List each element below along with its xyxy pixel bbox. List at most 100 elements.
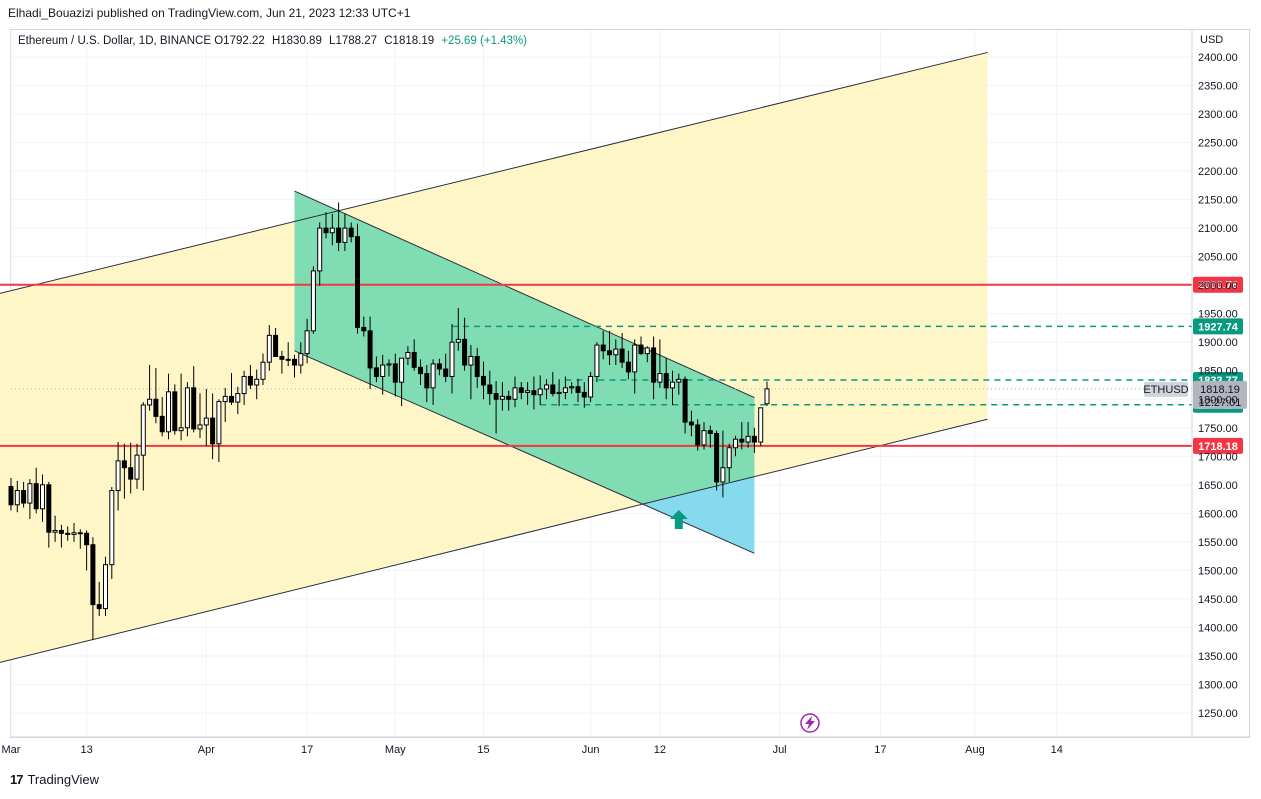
candle[interactable] [336, 202, 342, 251]
candle[interactable] [651, 336, 657, 400]
candle[interactable] [550, 371, 556, 397]
candle[interactable] [342, 213, 348, 251]
candle[interactable] [310, 266, 316, 334]
candle[interactable] [430, 359, 436, 405]
candle[interactable] [745, 422, 751, 448]
candle[interactable] [65, 526, 71, 541]
candle[interactable] [166, 373, 171, 440]
candle[interactable] [121, 443, 127, 499]
candle[interactable] [493, 381, 499, 434]
footer-brand[interactable]: 17 TradingView [10, 772, 99, 787]
candle[interactable] [562, 376, 568, 400]
candle[interactable] [638, 336, 644, 355]
candle[interactable] [292, 354, 297, 378]
candle[interactable] [720, 430, 726, 498]
candle[interactable] [701, 422, 707, 450]
candle[interactable] [657, 339, 663, 388]
candle[interactable] [594, 342, 600, 383]
candle[interactable] [90, 537, 96, 640]
candle[interactable] [191, 366, 197, 433]
candle[interactable] [468, 345, 474, 400]
candle[interactable] [178, 373, 184, 441]
candle[interactable] [103, 556, 108, 617]
candle[interactable] [581, 382, 587, 408]
candle[interactable] [436, 358, 442, 376]
candle[interactable] [361, 316, 367, 337]
candle[interactable] [134, 443, 140, 489]
candle[interactable] [607, 330, 612, 366]
candle[interactable] [285, 342, 291, 367]
candle[interactable] [222, 387, 228, 423]
candle[interactable] [474, 347, 480, 388]
candle[interactable] [487, 370, 493, 405]
candle[interactable] [329, 213, 335, 246]
candle[interactable] [172, 384, 178, 435]
candle[interactable] [588, 371, 594, 403]
candle[interactable] [304, 318, 310, 364]
candle[interactable] [537, 375, 543, 405]
candle[interactable] [279, 350, 285, 374]
candle[interactable] [688, 410, 694, 437]
candle[interactable] [758, 407, 764, 447]
candle[interactable] [27, 479, 33, 520]
candle[interactable] [380, 354, 386, 395]
candle[interactable] [140, 402, 146, 491]
candle[interactable] [462, 317, 468, 371]
candle[interactable] [147, 365, 153, 411]
candle[interactable] [298, 342, 304, 374]
candle[interactable] [556, 379, 562, 407]
candle[interactable] [707, 425, 713, 448]
candle[interactable] [46, 481, 52, 548]
candle[interactable] [644, 346, 650, 363]
candle[interactable] [613, 339, 619, 366]
candle[interactable] [21, 481, 27, 508]
candle[interactable] [405, 346, 411, 366]
candle[interactable] [367, 316, 373, 389]
candle[interactable] [751, 427, 757, 453]
candle[interactable] [726, 443, 732, 482]
candle[interactable] [569, 382, 575, 394]
candle[interactable] [411, 339, 417, 371]
candle[interactable] [764, 381, 770, 406]
candle[interactable] [481, 361, 486, 400]
candle[interactable] [663, 358, 669, 400]
candle[interactable] [203, 388, 209, 447]
candle[interactable] [96, 581, 102, 617]
candle[interactable] [499, 382, 505, 411]
candle[interactable] [682, 376, 688, 434]
candle[interactable] [84, 530, 90, 571]
candle[interactable] [254, 369, 260, 400]
candle[interactable] [323, 212, 329, 239]
candle[interactable] [58, 524, 64, 548]
candle[interactable] [632, 339, 638, 394]
candle[interactable] [424, 365, 430, 403]
candle[interactable] [159, 396, 165, 437]
candle[interactable] [115, 442, 121, 511]
candle[interactable] [40, 474, 45, 522]
candle[interactable] [399, 357, 405, 407]
candle[interactable] [531, 376, 537, 410]
candle[interactable] [512, 376, 518, 408]
candle[interactable] [544, 379, 549, 400]
candle[interactable] [197, 393, 203, 439]
candle[interactable] [518, 382, 524, 400]
candle[interactable] [71, 523, 77, 542]
candle[interactable] [317, 222, 323, 286]
candle[interactable] [235, 386, 241, 415]
candle[interactable] [14, 480, 20, 513]
candle[interactable] [128, 442, 134, 494]
candle[interactable] [373, 356, 379, 383]
candle[interactable] [443, 353, 449, 383]
candle[interactable] [266, 325, 272, 371]
candle[interactable] [676, 373, 682, 395]
candle[interactable] [216, 399, 222, 463]
candle[interactable] [619, 333, 625, 368]
candle[interactable] [33, 467, 39, 514]
candle[interactable] [52, 515, 58, 542]
candle[interactable] [714, 430, 720, 491]
candle[interactable] [153, 367, 159, 424]
candle[interactable] [695, 419, 701, 451]
candle[interactable] [733, 435, 738, 457]
candle[interactable] [575, 378, 581, 403]
